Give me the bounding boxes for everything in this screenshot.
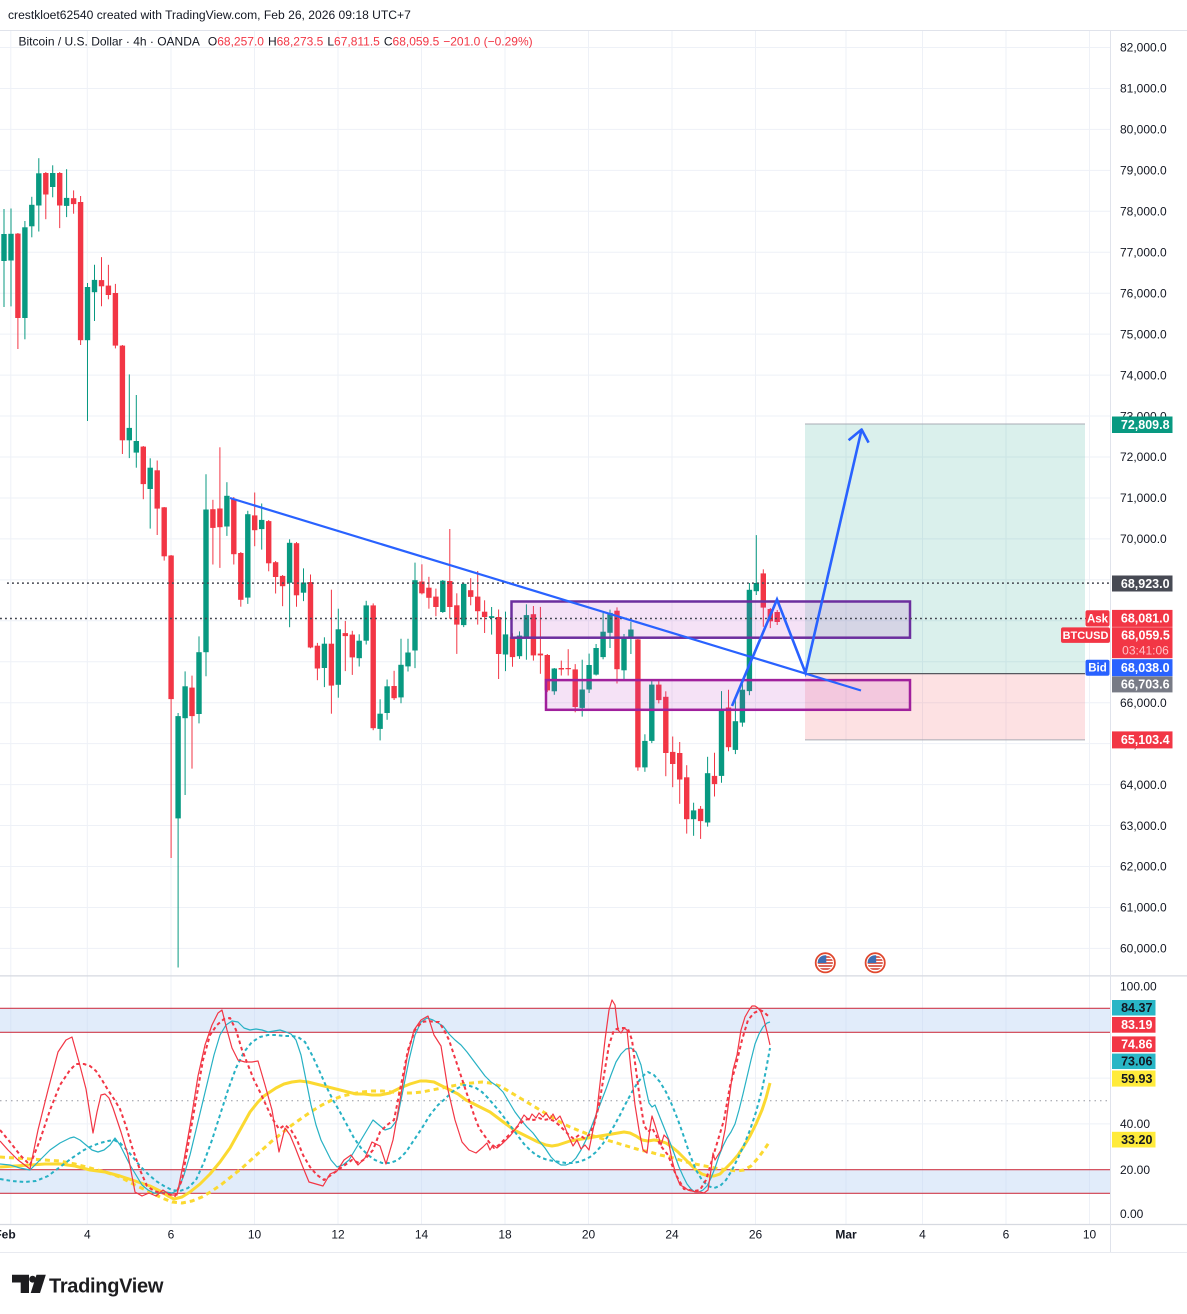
svg-text:73.06: 73.06 — [1121, 1055, 1152, 1069]
svg-text:Bid: Bid — [1088, 663, 1107, 675]
svg-text:72,809.8: 72,809.8 — [1121, 418, 1170, 432]
svg-text:Mar: Mar — [835, 1228, 857, 1242]
svg-text:83.19: 83.19 — [1121, 1018, 1152, 1032]
svg-text:4: 4 — [919, 1228, 926, 1242]
svg-text:10: 10 — [1083, 1228, 1097, 1242]
svg-text:63,000.0: 63,000.0 — [1120, 819, 1167, 833]
svg-text:68,923.0: 68,923.0 — [1121, 577, 1170, 591]
svg-text:40.00: 40.00 — [1120, 1117, 1150, 1131]
svg-text:10: 10 — [248, 1228, 262, 1242]
svg-text:76,000.0: 76,000.0 — [1120, 286, 1167, 300]
svg-text:61,000.0: 61,000.0 — [1120, 901, 1167, 915]
svg-text:74,000.0: 74,000.0 — [1120, 368, 1167, 382]
svg-text:Bitcoin / U.S. Dollar · 4h · O: Bitcoin / U.S. Dollar · 4h · OANDA O68,25… — [19, 35, 533, 49]
svg-text:14: 14 — [415, 1228, 429, 1242]
svg-text:72,000.0: 72,000.0 — [1120, 450, 1167, 464]
svg-text:4: 4 — [84, 1228, 91, 1242]
svg-text:BTCUSD: BTCUSD — [1063, 630, 1109, 642]
svg-text:33.20: 33.20 — [1121, 1133, 1152, 1147]
svg-text:20.00: 20.00 — [1120, 1163, 1150, 1177]
svg-text:68,081.0: 68,081.0 — [1121, 612, 1170, 626]
svg-text:6: 6 — [168, 1228, 175, 1242]
svg-text:78,000.0: 78,000.0 — [1120, 205, 1167, 219]
svg-text:20: 20 — [582, 1228, 596, 1242]
svg-text:03:41:06: 03:41:06 — [1122, 643, 1169, 657]
svg-text:60,000.0: 60,000.0 — [1120, 942, 1167, 956]
svg-text:crestkloet62540 created with T: crestkloet62540 created with TradingView… — [8, 8, 411, 22]
svg-text:70,000.0: 70,000.0 — [1120, 532, 1167, 546]
svg-text:80,000.0: 80,000.0 — [1120, 123, 1167, 137]
svg-text:64,000.0: 64,000.0 — [1120, 778, 1167, 792]
svg-text:74.86: 74.86 — [1121, 1038, 1152, 1052]
svg-text:66,000.0: 66,000.0 — [1120, 696, 1167, 710]
svg-text:24: 24 — [665, 1228, 679, 1242]
svg-text:62,000.0: 62,000.0 — [1120, 860, 1167, 874]
svg-text:68,038.0: 68,038.0 — [1121, 661, 1170, 675]
svg-text:59.93: 59.93 — [1121, 1072, 1152, 1086]
svg-text:84.37: 84.37 — [1121, 1001, 1152, 1015]
svg-text:82,000.0: 82,000.0 — [1120, 41, 1167, 55]
svg-text:71,000.0: 71,000.0 — [1120, 491, 1167, 505]
svg-text:79,000.0: 79,000.0 — [1120, 164, 1167, 178]
svg-text:81,000.0: 81,000.0 — [1120, 82, 1167, 96]
svg-text:18: 18 — [498, 1228, 512, 1242]
svg-text:TradingView: TradingView — [49, 1276, 164, 1298]
svg-text:12: 12 — [331, 1228, 345, 1242]
svg-text:77,000.0: 77,000.0 — [1120, 245, 1167, 259]
svg-text:6: 6 — [1003, 1228, 1010, 1242]
svg-text:Ask: Ask — [1087, 613, 1109, 625]
svg-text:26: 26 — [749, 1228, 763, 1242]
svg-text:68,059.5: 68,059.5 — [1121, 629, 1170, 643]
svg-text:0.00: 0.00 — [1120, 1207, 1144, 1221]
svg-text:100.00: 100.00 — [1120, 980, 1157, 994]
svg-text:66,703.6: 66,703.6 — [1121, 678, 1170, 692]
svg-text:65,103.4: 65,103.4 — [1121, 733, 1170, 747]
svg-text:Feb: Feb — [0, 1228, 16, 1242]
svg-text:75,000.0: 75,000.0 — [1120, 327, 1167, 341]
